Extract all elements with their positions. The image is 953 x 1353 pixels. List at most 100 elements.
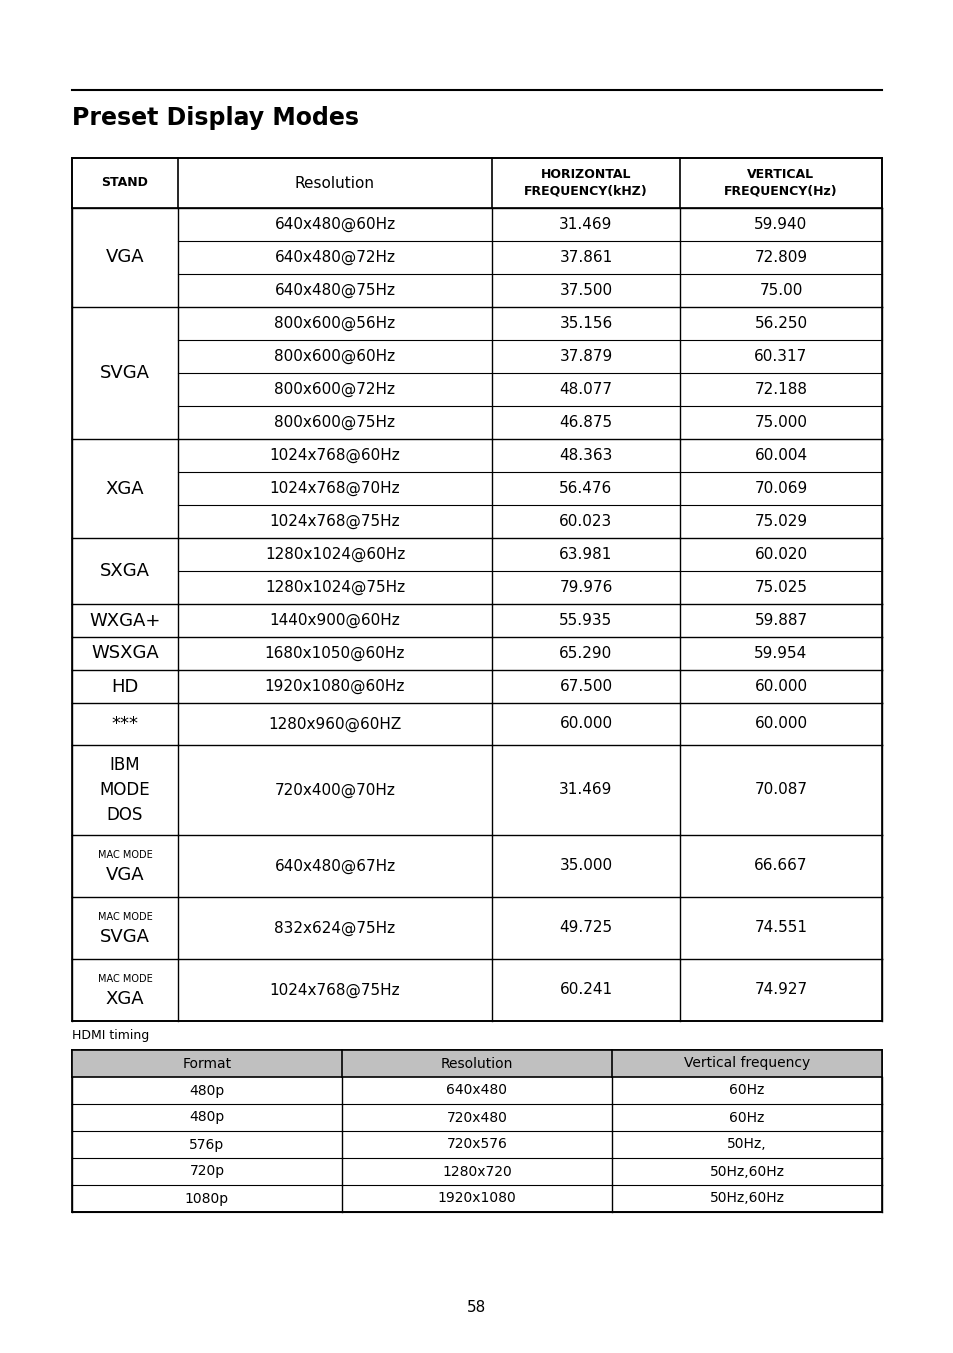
Text: 1280x1024@75Hz: 1280x1024@75Hz: [265, 580, 405, 595]
Text: 60.241: 60.241: [558, 982, 612, 997]
Text: 74.927: 74.927: [754, 982, 807, 997]
Text: 60.000: 60.000: [558, 717, 612, 732]
Text: 640x480@60Hz: 640x480@60Hz: [274, 216, 395, 233]
Text: 720x400@70Hz: 720x400@70Hz: [274, 782, 395, 798]
Text: 640x480: 640x480: [446, 1084, 507, 1097]
Text: FREQUENCY(Hz): FREQUENCY(Hz): [723, 184, 837, 198]
Text: 480p: 480p: [190, 1111, 224, 1124]
Text: 37.861: 37.861: [558, 250, 612, 265]
Text: HD: HD: [112, 678, 138, 695]
Text: 800x600@56Hz: 800x600@56Hz: [274, 315, 395, 331]
Text: 72.809: 72.809: [754, 250, 807, 265]
Bar: [71, 1050, 882, 1077]
Text: ***: ***: [112, 714, 138, 733]
Text: MAC MODE: MAC MODE: [97, 912, 152, 921]
Text: 79.976: 79.976: [558, 580, 612, 595]
Text: 640x480@72Hz: 640x480@72Hz: [274, 250, 395, 265]
Text: 37.500: 37.500: [558, 283, 612, 298]
Text: 1440x900@60Hz: 1440x900@60Hz: [270, 613, 400, 628]
Text: 1024x768@75Hz: 1024x768@75Hz: [270, 514, 400, 529]
Text: 70.069: 70.069: [754, 482, 807, 497]
Text: STAND: STAND: [101, 176, 149, 189]
Text: WSXGA: WSXGA: [91, 644, 159, 663]
Text: 832x624@75Hz: 832x624@75Hz: [274, 920, 395, 936]
Text: 576p: 576p: [190, 1138, 224, 1151]
Text: 60.020: 60.020: [754, 547, 807, 561]
Text: 35.156: 35.156: [558, 317, 612, 331]
Text: 60Hz: 60Hz: [728, 1084, 764, 1097]
Text: 60.004: 60.004: [754, 448, 807, 463]
Text: 60.023: 60.023: [558, 514, 612, 529]
Text: 720x576: 720x576: [446, 1138, 507, 1151]
Text: 1280x720: 1280x720: [441, 1165, 512, 1178]
Text: 63.981: 63.981: [558, 547, 612, 561]
Text: WXGA+: WXGA+: [90, 612, 160, 629]
Text: MODE: MODE: [99, 781, 151, 800]
Text: 74.551: 74.551: [754, 920, 806, 935]
Text: 67.500: 67.500: [558, 679, 612, 694]
Text: 800x600@72Hz: 800x600@72Hz: [274, 382, 395, 396]
Text: 50Hz,60Hz: 50Hz,60Hz: [709, 1165, 783, 1178]
Text: 35.000: 35.000: [558, 859, 612, 874]
Text: 1024x768@70Hz: 1024x768@70Hz: [270, 480, 400, 497]
Text: 46.875: 46.875: [558, 415, 612, 430]
Text: XGA: XGA: [106, 479, 144, 498]
Text: 55.935: 55.935: [558, 613, 612, 628]
Text: 48.363: 48.363: [558, 448, 612, 463]
Text: DOS: DOS: [107, 806, 143, 824]
Text: 720x480: 720x480: [446, 1111, 507, 1124]
Text: 66.667: 66.667: [754, 859, 807, 874]
Text: VGA: VGA: [106, 866, 144, 884]
Text: 72.188: 72.188: [754, 382, 806, 396]
Text: 31.469: 31.469: [558, 216, 612, 231]
Bar: [71, 158, 882, 1022]
Text: VGA: VGA: [106, 249, 144, 267]
Text: MAC MODE: MAC MODE: [97, 850, 152, 861]
Text: 49.725: 49.725: [558, 920, 612, 935]
Text: 640x480@75Hz: 640x480@75Hz: [274, 283, 395, 298]
Text: 56.250: 56.250: [754, 317, 807, 331]
Text: Preset Display Modes: Preset Display Modes: [71, 106, 358, 130]
Text: SXGA: SXGA: [100, 561, 150, 580]
Text: 75.00: 75.00: [759, 283, 801, 298]
Text: IBM: IBM: [110, 756, 140, 774]
Text: 59.954: 59.954: [754, 645, 807, 662]
Text: 75.000: 75.000: [754, 415, 806, 430]
Text: 800x600@75Hz: 800x600@75Hz: [274, 415, 395, 430]
Text: SVGA: SVGA: [100, 364, 150, 382]
Text: 1280x1024@60Hz: 1280x1024@60Hz: [265, 547, 405, 561]
Text: 1024x768@60Hz: 1024x768@60Hz: [270, 448, 400, 463]
Text: 31.469: 31.469: [558, 782, 612, 797]
Text: 75.025: 75.025: [754, 580, 806, 595]
Text: 1024x768@75Hz: 1024x768@75Hz: [270, 982, 400, 997]
Text: 75.029: 75.029: [754, 514, 807, 529]
Text: 640x480@67Hz: 640x480@67Hz: [274, 858, 395, 874]
Text: 1920x1080: 1920x1080: [437, 1192, 516, 1206]
Text: Vertical frequency: Vertical frequency: [683, 1057, 809, 1070]
Text: VERTICAL: VERTICAL: [746, 169, 814, 181]
Text: FREQUENCY(kHZ): FREQUENCY(kHZ): [523, 184, 647, 198]
Text: HDMI timing: HDMI timing: [71, 1030, 149, 1043]
Text: 60.317: 60.317: [754, 349, 807, 364]
Text: 480p: 480p: [190, 1084, 224, 1097]
Text: 1280x960@60HZ: 1280x960@60HZ: [268, 716, 401, 732]
Text: 60.000: 60.000: [754, 717, 807, 732]
Text: 56.476: 56.476: [558, 482, 612, 497]
Text: Format: Format: [182, 1057, 232, 1070]
Text: 1920x1080@60Hz: 1920x1080@60Hz: [265, 679, 405, 694]
Bar: [71, 1050, 882, 1212]
Text: 1080p: 1080p: [185, 1192, 229, 1206]
Text: XGA: XGA: [106, 990, 144, 1008]
Text: 58: 58: [467, 1300, 486, 1315]
Text: 50Hz,60Hz: 50Hz,60Hz: [709, 1192, 783, 1206]
Text: 50Hz,: 50Hz,: [726, 1138, 766, 1151]
Text: 48.077: 48.077: [558, 382, 612, 396]
Text: HORIZONTAL: HORIZONTAL: [540, 169, 631, 181]
Text: 800x600@60Hz: 800x600@60Hz: [274, 349, 395, 364]
Text: 59.940: 59.940: [754, 216, 807, 231]
Text: 65.290: 65.290: [558, 645, 612, 662]
Text: MAC MODE: MAC MODE: [97, 974, 152, 984]
Text: Resolution: Resolution: [294, 176, 375, 191]
Text: 60Hz: 60Hz: [728, 1111, 764, 1124]
Text: 37.879: 37.879: [558, 349, 612, 364]
